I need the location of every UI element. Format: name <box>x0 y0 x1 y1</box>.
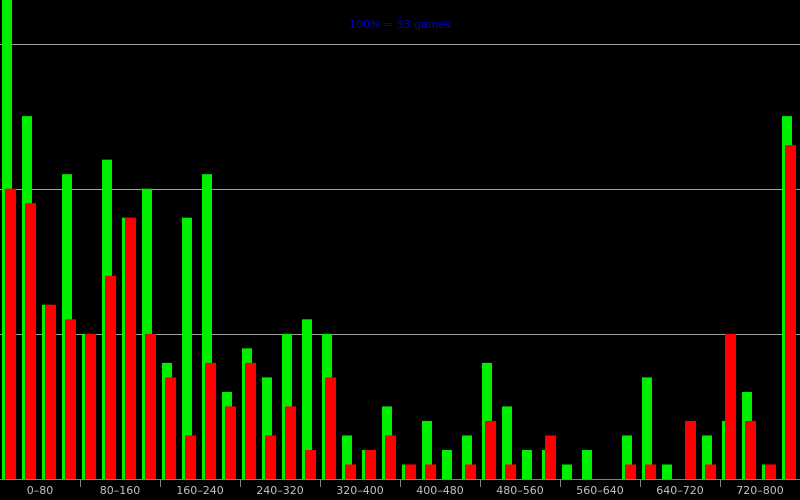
bar <box>365 449 376 479</box>
bar <box>625 464 636 479</box>
x-tick-label: 640–720 <box>656 484 704 497</box>
bar <box>485 420 496 479</box>
bar <box>442 449 452 479</box>
bar <box>105 275 116 479</box>
bar <box>785 145 796 479</box>
bar <box>5 188 16 480</box>
bar <box>125 217 136 479</box>
x-tick-label: 400–480 <box>416 484 464 497</box>
x-tick-label: 560–640 <box>576 484 624 497</box>
x-tick-label: 720–800 <box>736 484 784 497</box>
x-tick-label: 320–400 <box>336 484 384 497</box>
bar <box>422 420 432 479</box>
bar <box>325 377 336 479</box>
x-tick-label: 480–560 <box>496 484 544 497</box>
bar <box>205 362 216 479</box>
bar <box>265 435 276 479</box>
bar <box>385 435 396 479</box>
x-tick-label: 80–160 <box>100 484 141 497</box>
bar <box>462 435 472 479</box>
bar <box>285 406 296 479</box>
bar <box>645 464 656 479</box>
bar <box>302 319 312 479</box>
bar <box>765 464 776 479</box>
bar <box>642 377 652 479</box>
bar <box>502 406 512 479</box>
bar <box>185 435 196 479</box>
bar <box>562 464 572 479</box>
bar <box>65 319 76 479</box>
bar <box>305 449 316 479</box>
bar <box>465 464 476 479</box>
bar <box>662 464 672 479</box>
bar <box>505 464 516 479</box>
bar <box>85 333 96 479</box>
bar <box>345 464 356 479</box>
bar <box>145 333 156 479</box>
bar <box>182 217 192 479</box>
bar <box>405 464 416 479</box>
bar <box>245 362 256 479</box>
bar <box>725 333 736 479</box>
bar <box>582 449 592 479</box>
bar <box>522 449 532 479</box>
bar <box>425 464 436 479</box>
bar <box>165 377 176 479</box>
bar <box>262 377 272 479</box>
bar <box>745 420 756 479</box>
bar <box>545 435 556 479</box>
bar <box>25 203 36 479</box>
x-tick-label: 240–320 <box>256 484 304 497</box>
chart-title: 100% = 33 games <box>349 18 451 31</box>
x-tick-label: 160–240 <box>176 484 224 497</box>
x-tick-label: 0–80 <box>27 484 54 497</box>
bar <box>342 435 352 479</box>
bar <box>45 304 56 479</box>
bar <box>622 435 632 479</box>
bar <box>705 464 716 479</box>
bar <box>202 174 212 479</box>
bar <box>702 435 712 479</box>
bar <box>685 420 696 479</box>
bar <box>225 406 236 479</box>
